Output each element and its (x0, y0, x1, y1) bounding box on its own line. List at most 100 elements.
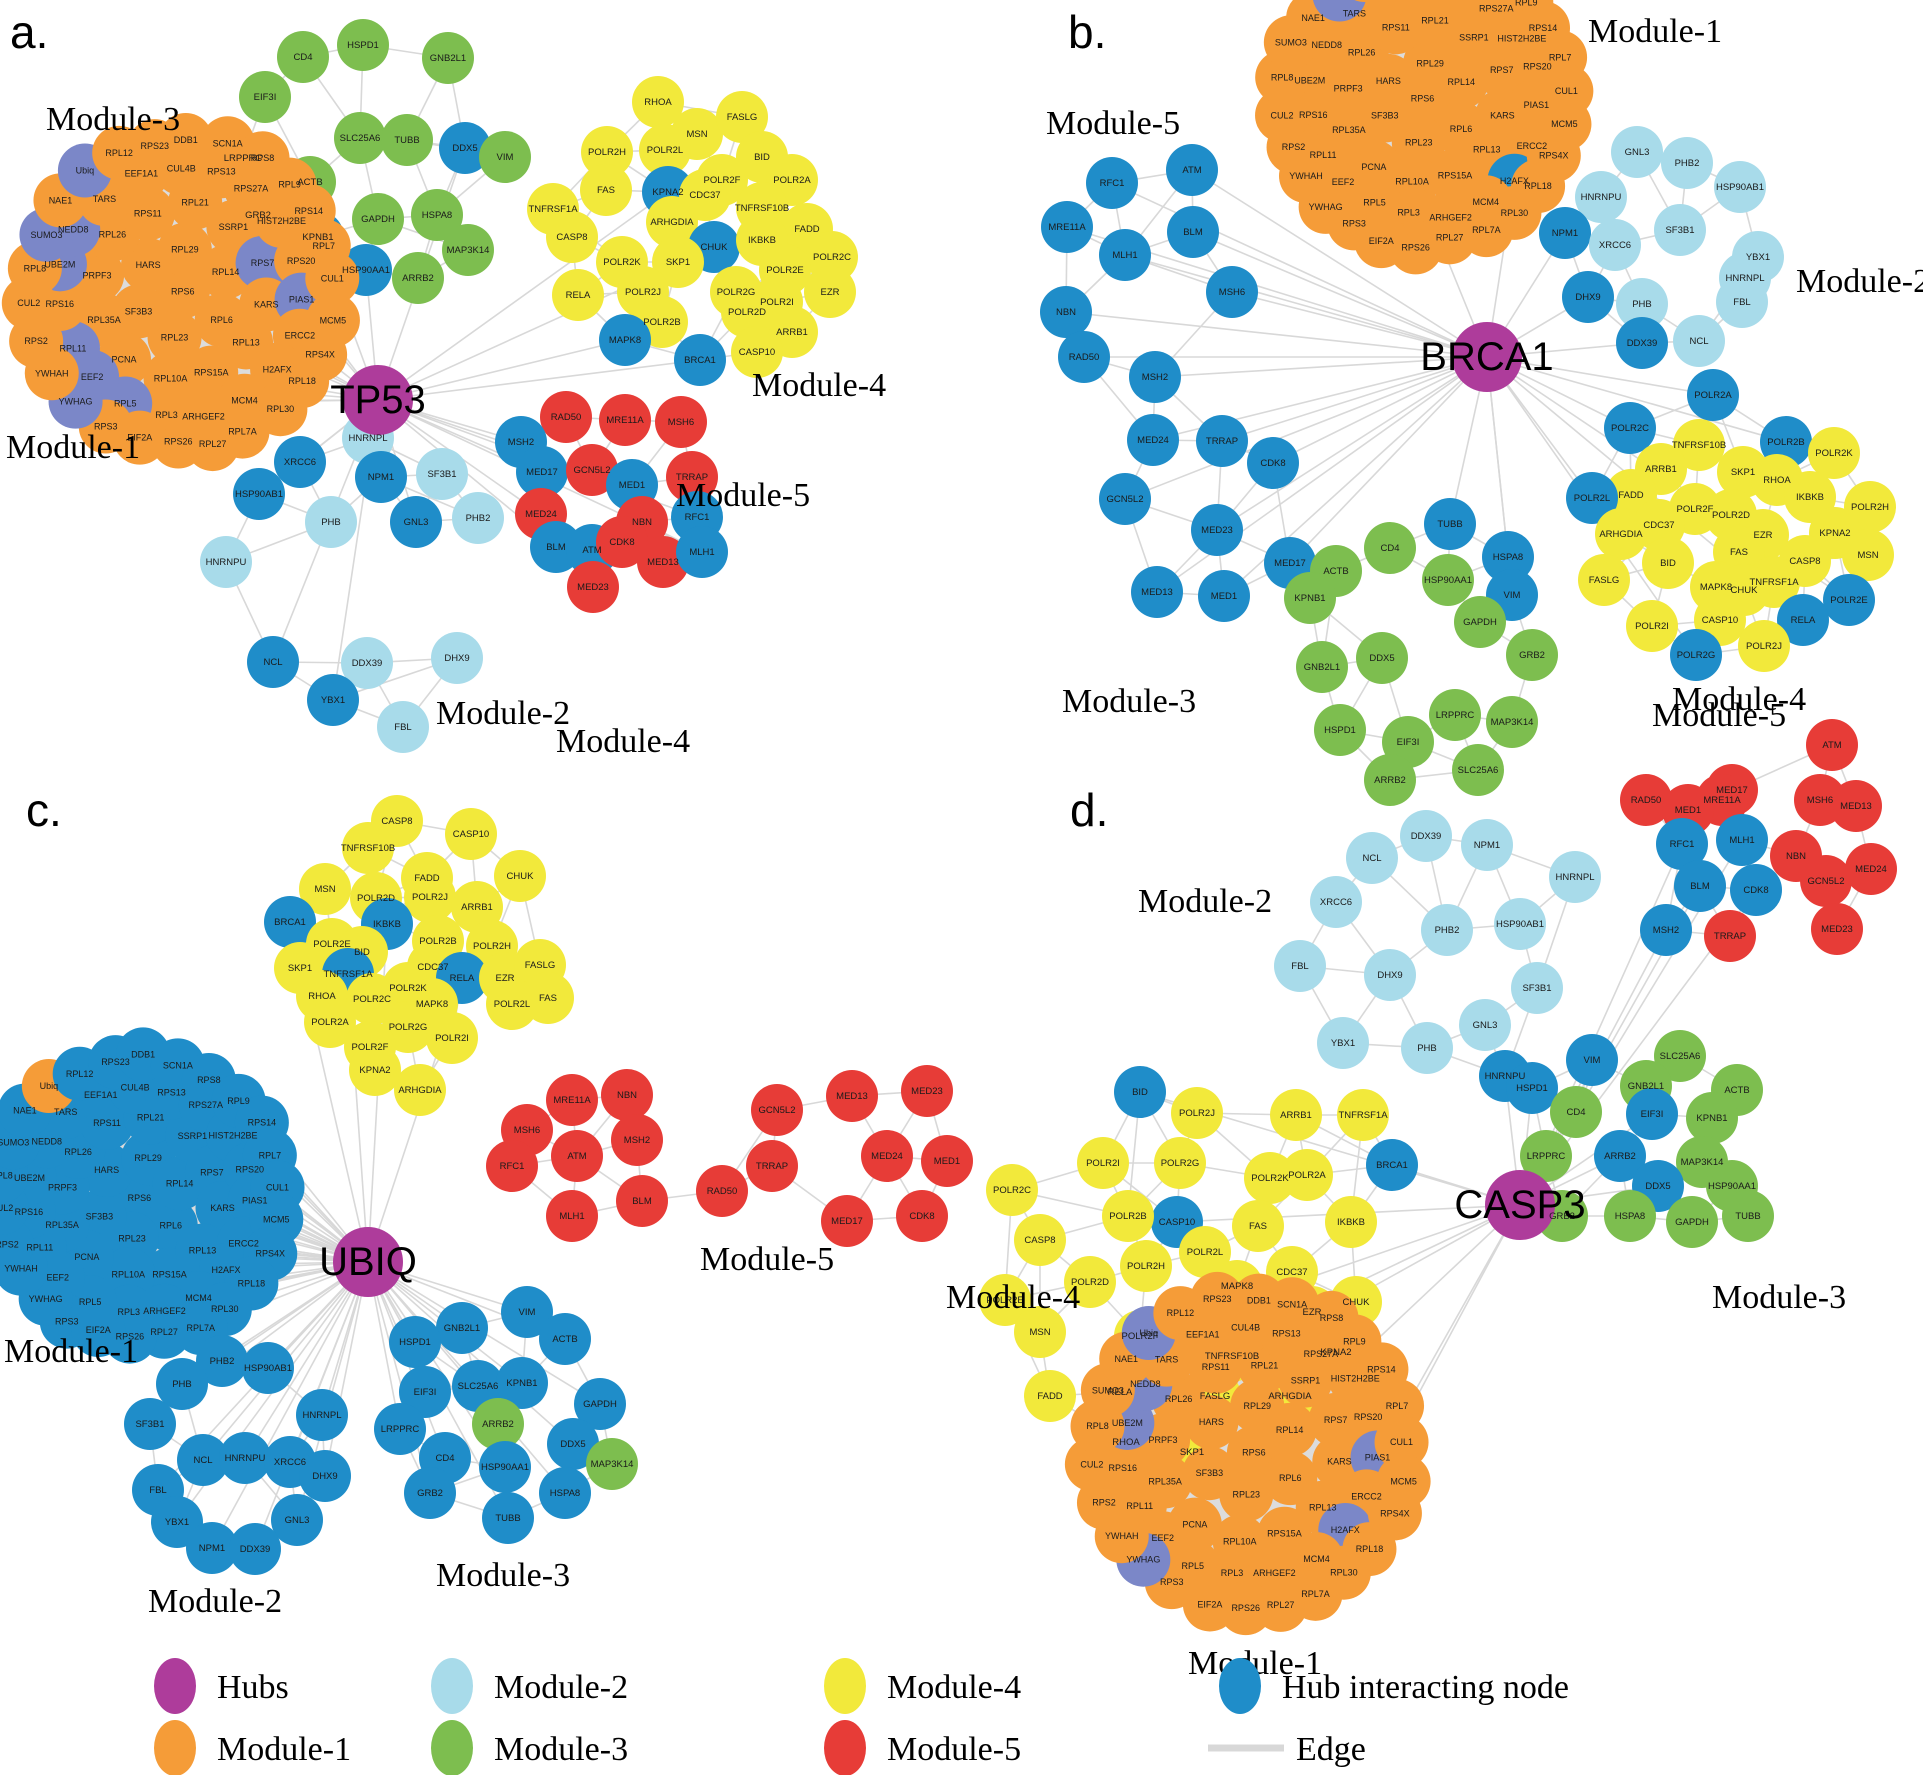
node-label-IKBKB: IKBKB (1796, 492, 1824, 503)
node-label-MED17: MED17 (831, 1216, 863, 1227)
node-label-MCM5: MCM5 (263, 1214, 290, 1224)
node-label-YWHAH: YWHAH (4, 1264, 38, 1274)
legend-swatch-interacting (1219, 1658, 1261, 1714)
node-NCL (1673, 315, 1725, 367)
node-label-RPS7: RPS7 (200, 1167, 224, 1177)
node-label-RPS11: RPS11 (1382, 22, 1410, 32)
node-label-CUL4B: CUL4B (121, 1083, 150, 1093)
node-label-SF3B3: SF3B3 (86, 1212, 114, 1222)
node-TRRAP (1704, 910, 1756, 962)
node-TUBB (482, 1492, 534, 1544)
node-label-CUL1: CUL1 (1555, 86, 1578, 96)
node-label-HSPA8: HSPA8 (1615, 1211, 1645, 1222)
node-CDK8 (896, 1190, 948, 1242)
node-label-RPL26: RPL26 (1165, 1394, 1193, 1404)
node-label-MRE11A: MRE11A (1703, 795, 1741, 806)
node-label-RPL27: RPL27 (1436, 232, 1464, 242)
node-label-RPS26: RPS26 (1231, 1603, 1260, 1613)
node-label-SF3B3: SF3B3 (1371, 110, 1399, 120)
node-label-YWHAH: YWHAH (1289, 171, 1323, 181)
node-FAS (1232, 1200, 1284, 1252)
node-label-MSN: MSN (314, 884, 335, 895)
node-EZR (804, 266, 856, 318)
node-label-POLR2D: POLR2D (357, 893, 395, 904)
node-label-CHUK: CHUK (701, 242, 729, 253)
node-MLH1 (546, 1190, 598, 1242)
node-label-RPS23: RPS23 (1203, 1294, 1232, 1304)
node-label-RPL23: RPL23 (161, 333, 189, 343)
node-label-MED24: MED24 (525, 509, 557, 520)
node-RELA (552, 269, 604, 321)
node-label-ATM: ATM (1822, 740, 1841, 751)
node-FBL (1274, 940, 1326, 992)
node-GNB2L1 (436, 1302, 488, 1354)
node-label-CDC37: CDC37 (1643, 520, 1674, 531)
node-GNB2L1 (422, 32, 474, 84)
node-label-HSPA8: HSPA8 (1493, 552, 1523, 563)
node-SF3B1 (1511, 962, 1563, 1014)
nodes-layer (0, 0, 1897, 1636)
node-HSPD1 (337, 19, 389, 71)
node-label-KPNA2: KPNA2 (652, 187, 683, 198)
node-label-RPL29: RPL29 (1416, 59, 1444, 69)
node-label-POLR2I: POLR2I (760, 297, 794, 308)
node-EIF2A (71, 1303, 126, 1358)
node-label-RPS4X: RPS4X (305, 350, 335, 360)
node-label-MED24: MED24 (871, 1151, 903, 1162)
node-label-MSH2: MSH2 (1653, 925, 1679, 936)
module-label: Module-2 (1796, 263, 1923, 300)
node-label-SF3B1: SF3B1 (427, 469, 456, 480)
legend-swatch-module3 (431, 1720, 473, 1775)
node-label-TARS: TARS (93, 194, 116, 204)
legend-label: Hub interacting node (1282, 1669, 1569, 1706)
node-MED17 (516, 446, 568, 498)
node-label-BLM: BLM (1690, 881, 1710, 892)
node-label-FASLG: FASLG (727, 112, 758, 123)
node-POLR2J (404, 871, 456, 923)
node-label-HNRNPL: HNRNPL (1555, 872, 1594, 883)
node-label-RPS15A: RPS15A (152, 1270, 187, 1280)
node-label-CDK8: CDK8 (1743, 885, 1768, 896)
node-label-TUBB: TUBB (394, 135, 419, 146)
node-label-MRE11A: MRE11A (1048, 222, 1086, 233)
node-label-NBN: NBN (1056, 307, 1076, 318)
node-label-RPS4X: RPS4X (255, 1249, 285, 1259)
node-label-HSP90AB1: HSP90AB1 (1716, 182, 1764, 193)
node-label-HIST2H2BE: HIST2H2BE (257, 216, 306, 226)
node-label-RPL13: RPL13 (1473, 144, 1501, 154)
node-label-KPNB1: KPNB1 (1294, 593, 1325, 604)
node-TRRAP (746, 1140, 798, 1192)
node-label-ERCC2: ERCC2 (228, 1239, 259, 1249)
node-RPS23 (1190, 1271, 1245, 1326)
node-label-LRPPRC: LRPPRC (224, 153, 263, 164)
node-label-MLH1: MLH1 (559, 1211, 584, 1222)
node-MSN (1842, 529, 1894, 581)
node-label-HNRNPU: HNRNPU (1581, 192, 1622, 203)
node-DHX9 (431, 632, 483, 684)
node-label-EEF1A1: EEF1A1 (1364, 0, 1398, 1)
node-label-TNFRSF1A: TNFRSF1A (1749, 577, 1799, 588)
node-NPM1 (355, 451, 407, 503)
node-label-GNB2L1: GNB2L1 (1628, 1081, 1664, 1092)
node-label-UBE2M: UBE2M (1112, 1418, 1143, 1428)
node-PHB2 (196, 1335, 248, 1387)
node-label-RPL23: RPL23 (1232, 1489, 1260, 1499)
node-DDX39 (341, 637, 393, 689)
node-label-RPS26: RPS26 (164, 437, 193, 447)
node-label-LRPPRC: LRPPRC (1436, 710, 1475, 721)
node-label-RPL35A: RPL35A (45, 1220, 79, 1230)
node-MED1 (921, 1135, 973, 1187)
node-FBL (377, 701, 429, 753)
node-label-EEF2: EEF2 (1332, 177, 1355, 187)
node-label-FASLG: FASLG (1589, 575, 1620, 586)
node-PHB2 (1421, 904, 1473, 956)
node-MSN (1014, 1306, 1066, 1358)
node-BLM (1674, 860, 1726, 912)
node-label-RELA: RELA (1108, 1387, 1133, 1398)
node-POLR2A (304, 996, 356, 1048)
node-label-ATM: ATM (567, 1151, 586, 1162)
hub-node-UBIQ (333, 1227, 403, 1297)
node-label-DHX9: DHX9 (1575, 292, 1600, 303)
node-label-MED17: MED17 (1716, 785, 1748, 796)
node-KPNB1 (1284, 572, 1336, 624)
